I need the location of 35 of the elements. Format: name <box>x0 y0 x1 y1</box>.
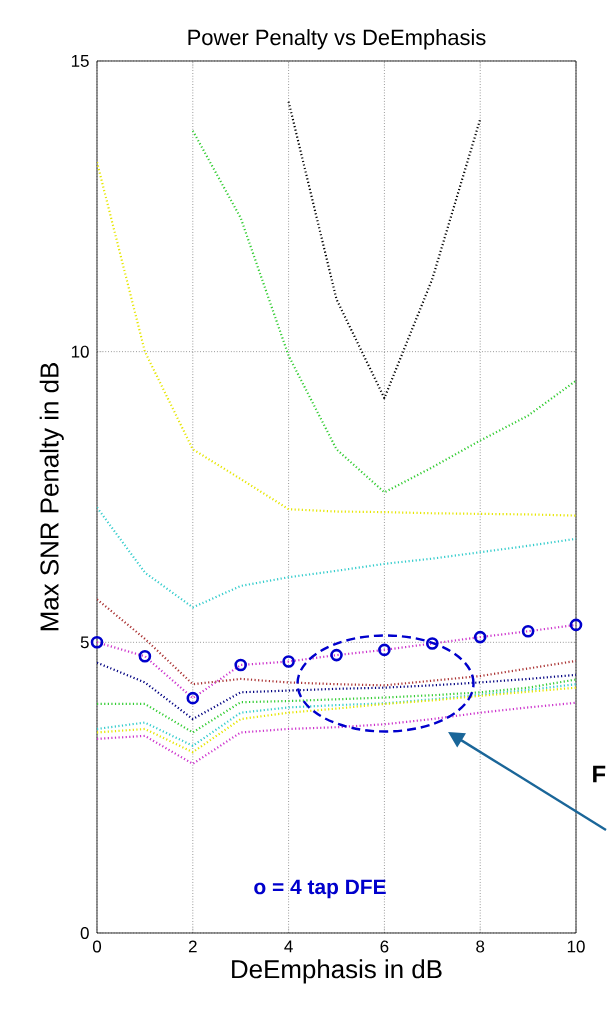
line-series <box>96 661 576 721</box>
x-tick-label: 10 <box>567 940 585 953</box>
annotation: o = 4 tap DFE <box>254 879 386 899</box>
x-tick-label: 6 <box>380 940 389 953</box>
line-series <box>191 129 576 494</box>
line-series <box>96 506 576 609</box>
y-axis-title: Max SNR Penalty in dB <box>39 363 64 631</box>
point <box>473 630 487 644</box>
point <box>282 655 295 668</box>
line-series <box>96 678 576 734</box>
line-series <box>96 623 576 700</box>
x-tick-label: 8 <box>476 940 484 953</box>
line-series <box>96 701 576 765</box>
point <box>329 648 343 662</box>
x-tick-label: 2 <box>188 940 197 953</box>
chart-title: Power Penalty vs DeEmphasis <box>188 29 486 50</box>
y-tick-label: 15 <box>71 55 89 67</box>
point <box>138 649 151 663</box>
point <box>90 636 104 649</box>
x-tick-label: 0 <box>92 940 101 953</box>
point <box>569 618 583 632</box>
y-tick-label: 10 <box>71 345 89 358</box>
line-series <box>287 100 482 400</box>
point <box>521 624 535 638</box>
point <box>186 691 199 705</box>
line-series <box>96 598 576 687</box>
y-tick-label: 0 <box>80 927 89 939</box>
point <box>377 643 391 657</box>
line-series <box>96 161 576 517</box>
x-tick-label: 4 <box>284 940 293 953</box>
x-axis-title: DeEmphasis in dB <box>231 959 442 984</box>
point <box>234 658 247 672</box>
text: F <box>592 765 606 783</box>
point <box>425 637 439 650</box>
y-tick-label: 5 <box>80 636 89 649</box>
